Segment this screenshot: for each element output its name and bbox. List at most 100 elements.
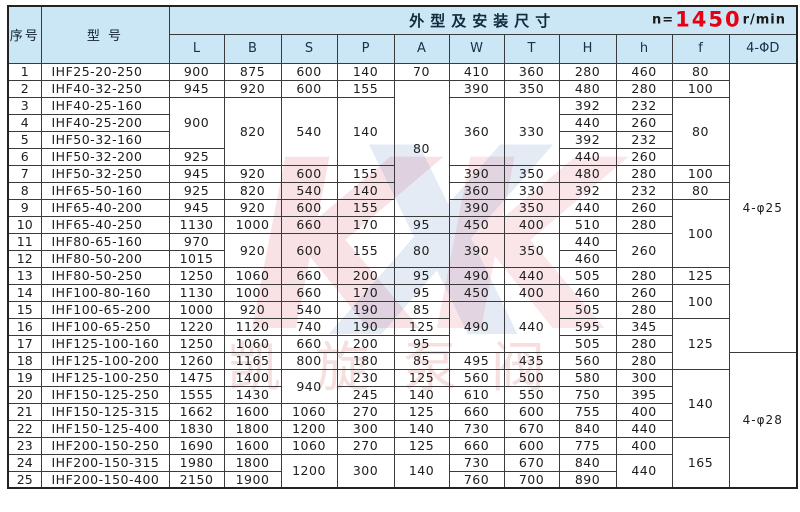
col-header-W: W [448, 33, 505, 64]
cell-index: 14 [7, 283, 42, 302]
cell-T: 600 [503, 436, 560, 455]
cell-T: 330 [503, 181, 560, 200]
cell-S: 600 [280, 79, 338, 98]
cell-W: 760 [448, 470, 505, 489]
cell-T: 600 [503, 402, 560, 421]
cell-T: 400 [503, 215, 560, 234]
cell-index: 23 [7, 436, 42, 455]
cell-S: 1200 [280, 453, 338, 489]
cell-H: 460 [558, 283, 617, 302]
cell-h: 300 [615, 368, 673, 387]
cell-model: IHF200-150-400 [40, 470, 170, 489]
cell-f: 100 [671, 164, 730, 183]
cell-index: 12 [7, 249, 42, 268]
cell-T: 440 [503, 300, 560, 353]
cell-B: 1430 [223, 385, 282, 404]
pump-spec-sheet: K X K 凯旋泵阀 序号 型 号 外型及安装尺寸 n= 1450 r/min [7, 5, 799, 489]
cell-B: 1000 [223, 283, 282, 302]
cell-L: 1690 [168, 436, 225, 455]
cell-H: 392 [558, 130, 617, 149]
cell-B: 875 [223, 62, 282, 81]
cell-index: 10 [7, 215, 42, 234]
cell-W: 450 [448, 283, 505, 302]
cell-A: 125 [393, 436, 450, 455]
col-header-H: H [558, 33, 617, 64]
cell-W: 360 [448, 96, 505, 166]
cell-index: 7 [7, 164, 42, 183]
cell-B: 920 [223, 79, 282, 98]
cell-L: 1220 [168, 317, 225, 336]
cell-index: 15 [7, 300, 42, 319]
cell-A: 80 [393, 79, 450, 217]
cell-W: 610 [448, 385, 505, 404]
table-row: 5 IHF50-32-160 392 232 [7, 130, 797, 149]
cell-h: 260 [615, 283, 673, 302]
cell-T: 350 [503, 79, 560, 98]
cell-f: 80 [671, 96, 730, 166]
cell-index: 4 [7, 113, 42, 132]
cell-A: 95 [393, 334, 450, 353]
cell-B: 1060 [223, 266, 282, 285]
cell-P: 245 [336, 385, 395, 404]
cell-L: 1250 [168, 334, 225, 353]
cell-L: 900 [168, 62, 225, 81]
cell-f: 80 [671, 181, 730, 200]
cell-L: 1130 [168, 283, 225, 302]
cell-L: 925 [168, 181, 225, 200]
table-row: 21 IHF150-125-315 1662 1600 1060 270 125 660 600… [7, 402, 797, 421]
cell-H: 392 [558, 181, 617, 200]
cell-h: 345 [615, 317, 673, 336]
cell-H: 560 [558, 351, 617, 370]
cell-h: 280 [615, 164, 673, 183]
cell-B: 1000 [223, 215, 282, 234]
cell-H: 840 [558, 419, 617, 438]
cell-B: 920 [223, 198, 282, 217]
cell-model: IHF150-125-315 [40, 402, 170, 421]
cell-W: 410 [448, 62, 505, 81]
cell-index: 19 [7, 368, 42, 387]
cell-H: 755 [558, 402, 617, 421]
cell-L: 945 [168, 79, 225, 98]
cell-f: 165 [671, 436, 730, 489]
cell-P: 140 [336, 62, 395, 81]
cell-model: IHF200-150-250 [40, 436, 170, 455]
table-row: 11 IHF80-65-160 970 920 600 155 80 390 350 440 260 [7, 232, 797, 268]
cell-f: 125 [671, 317, 730, 370]
cell-S: 540 [280, 96, 338, 166]
cell-h: 260 [615, 113, 673, 132]
col-header-L: L [168, 33, 225, 64]
cell-P: 200 [336, 266, 395, 285]
cell-S: 1060 [280, 402, 338, 421]
table-row: 15 IHF100-65-200 1000 920 540 190 85 490 440 505 2… [7, 300, 797, 353]
cell-B: 820 [223, 181, 282, 200]
cell-W: 660 [448, 402, 505, 421]
cell-h: 280 [615, 300, 673, 319]
cell-H: 440 [558, 113, 617, 132]
dimensions-header: 外型及安装尺寸 n= 1450 r/min [168, 5, 798, 35]
cell-index: 25 [7, 470, 42, 489]
cell-h: 260 [615, 232, 673, 268]
cell-W: 560 [448, 368, 505, 387]
table-row: 9 IHF65-40-200 945 920 600 155 390 350 440 260 100 [7, 198, 797, 268]
cell-H: 480 [558, 79, 617, 98]
cell-S: 540 [280, 300, 338, 319]
cell-model: IHF65-50-160 [40, 181, 170, 200]
cell-H: 440 [558, 147, 617, 166]
cell-H: 595 [558, 317, 617, 336]
cell-h: 260 [615, 198, 673, 217]
cell-P: 155 [336, 164, 395, 183]
cell-H: 510 [558, 215, 617, 234]
cell-T: 670 [503, 419, 560, 438]
cell-P: 170 [336, 215, 395, 234]
cell-model: IHF80-50-200 [40, 249, 170, 268]
cell-L: 1130 [168, 215, 225, 234]
cell-L: 900 [168, 96, 225, 149]
cell-B: 1060 [223, 334, 282, 353]
table-row: 19 IHF125-100-250 1475 1400 940 230 125 560 500 5… [7, 368, 797, 438]
cell-P: 170 [336, 283, 395, 302]
cell-H: 580 [558, 368, 617, 387]
cell-model: IHF100-65-250 [40, 317, 170, 336]
cell-index: 13 [7, 266, 42, 285]
cell-S: 800 [280, 351, 338, 370]
